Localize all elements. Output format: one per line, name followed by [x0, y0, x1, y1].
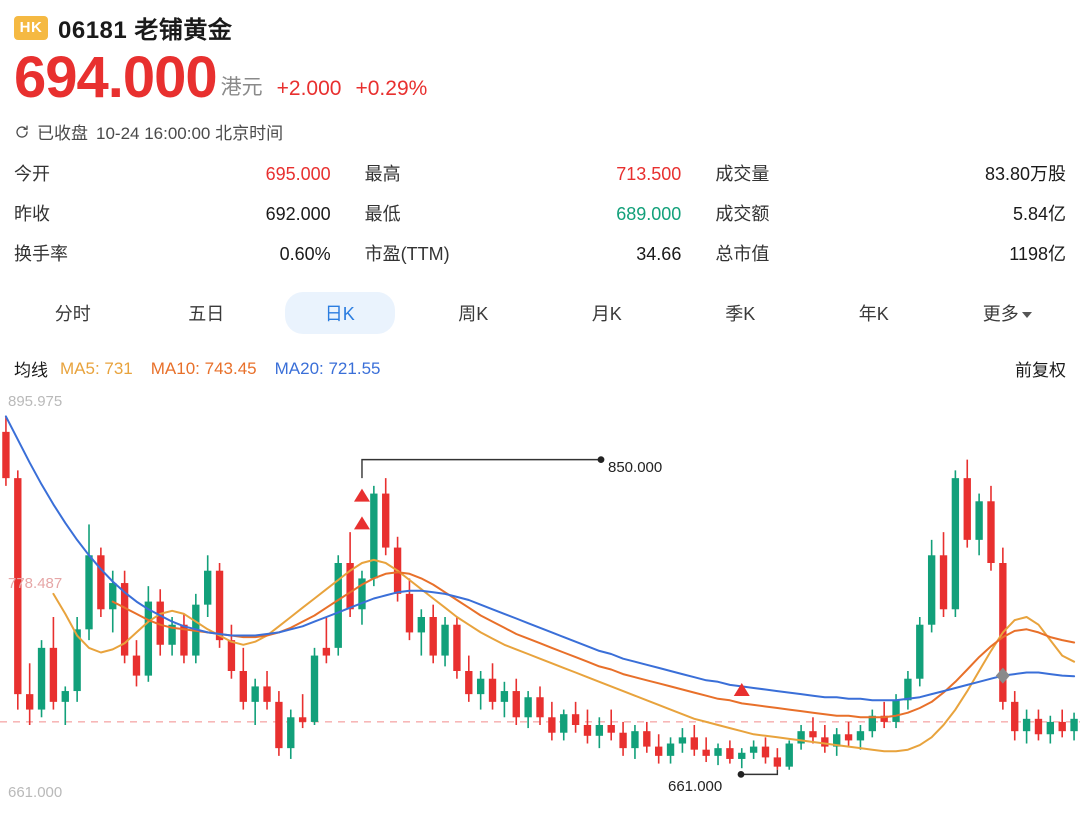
- quote-label: 最高: [364, 164, 401, 184]
- quote-label: 昨收: [14, 204, 50, 224]
- currency-label: 港元: [220, 76, 263, 99]
- price-change: +2.000: [276, 77, 342, 100]
- quote-cell-open: 今开 695.000: [14, 160, 365, 186]
- ma-row-label: 均线: [14, 361, 48, 380]
- tab-yearly-k[interactable]: 年K: [807, 292, 941, 334]
- tab-label: 年K: [858, 304, 889, 324]
- market-status-row: 已收盘 10-24 16:00:00 北京时间: [0, 109, 1080, 144]
- tab-label: 季K: [725, 304, 756, 324]
- ma5-value: MA5: 731: [60, 358, 133, 378]
- quote-label: 市盈(TTM): [364, 244, 450, 264]
- quote-cell-low: 最低 689.000: [365, 200, 716, 226]
- ma20-value: MA20: 721.55: [274, 358, 381, 378]
- axis-tick-mid: 778.487: [8, 575, 63, 592]
- quote-value: 695.000: [265, 164, 331, 184]
- tab-daily-k[interactable]: 日K: [273, 284, 407, 342]
- tab-label: 更多: [982, 304, 1019, 324]
- quote-label: 今开: [14, 164, 50, 184]
- chevron-down-icon: [1021, 312, 1032, 318]
- tab-label: 分时: [54, 304, 91, 324]
- quote-timestamp: 10-24 16:00:00 北京时间: [96, 124, 284, 143]
- annotation-high-label: 850.000: [608, 459, 663, 476]
- quote-value: 692.000: [265, 204, 331, 224]
- quote-cell-market-cap: 总市值 1198亿: [715, 240, 1066, 266]
- tab-minute[interactable]: 分时: [6, 292, 140, 334]
- tab-quarterly-k[interactable]: 季K: [674, 292, 808, 334]
- tab-five-day[interactable]: 五日: [140, 292, 274, 334]
- tab-weekly-k[interactable]: 周K: [407, 292, 541, 334]
- moving-average-row: 均线 MA5: 731 MA10: 743.45 MA20: 721.55 前复…: [0, 342, 1080, 381]
- quote-cell-turnover-rate: 换手率 0.60%: [14, 240, 365, 266]
- market-status: 已收盘: [37, 124, 88, 143]
- quote-value: 0.60%: [279, 244, 331, 264]
- quote-cell-high: 最高 713.500: [365, 160, 716, 186]
- price-row: 694.000 港元 +2.000 +0.29%: [0, 45, 1080, 109]
- quote-value: 5.84亿: [1012, 204, 1066, 224]
- tab-daily-k-pill: 日K: [284, 292, 395, 334]
- candlestick-chart[interactable]: 895.975 778.487 661.000 850.000 661.000: [0, 393, 1080, 803]
- adjust-mode-button[interactable]: 前复权: [1015, 361, 1066, 380]
- quote-cell-volume: 成交量 83.80万股: [715, 160, 1066, 186]
- price-change-percent: +0.29%: [355, 77, 428, 100]
- tab-monthly-k[interactable]: 月K: [540, 292, 674, 334]
- axis-tick-high: 895.975: [8, 393, 63, 410]
- quote-cell-turnover-amount: 成交额 5.84亿: [715, 200, 1066, 226]
- last-price: 694.000: [14, 45, 218, 110]
- tab-label: 月K: [591, 304, 622, 324]
- quote-label: 最低: [364, 204, 401, 224]
- tab-label: 周K: [458, 304, 489, 324]
- quote-label: 换手率: [14, 244, 68, 264]
- quote-cell-pe-ttm: 市盈(TTM) 34.66: [365, 240, 716, 266]
- quote-grid: 今开 695.000 最高 713.500 成交量 83.80万股 昨收 692…: [0, 144, 1080, 266]
- quote-label: 总市值: [715, 244, 770, 264]
- tab-more[interactable]: 更多: [941, 292, 1075, 334]
- annotation-low-label: 661.000: [668, 778, 723, 795]
- market-tag: HK: [14, 15, 48, 40]
- quote-value: 1198亿: [1009, 244, 1066, 264]
- quote-label: 成交量: [715, 164, 770, 184]
- quote-value: 713.500: [616, 164, 682, 184]
- quote-label: 成交额: [715, 204, 770, 224]
- refresh-icon[interactable]: [14, 124, 30, 140]
- quote-value: 689.000: [616, 204, 682, 224]
- stock-header: HK 06181 老铺黄金: [0, 0, 1080, 45]
- period-tabs: 分时 五日 日K 周K 月K 季K 年K 更多: [0, 284, 1080, 342]
- axis-tick-low: 661.000: [8, 784, 63, 801]
- tab-label: 五日: [188, 304, 225, 324]
- ma10-value: MA10: 743.45: [150, 358, 257, 378]
- quote-value: 34.66: [636, 244, 682, 264]
- quote-cell-prev-close: 昨收 692.000: [14, 200, 365, 226]
- quote-value: 83.80万股: [984, 164, 1066, 184]
- chart-canvas[interactable]: [0, 393, 1080, 803]
- page-title: 06181 老铺黄金: [58, 17, 233, 44]
